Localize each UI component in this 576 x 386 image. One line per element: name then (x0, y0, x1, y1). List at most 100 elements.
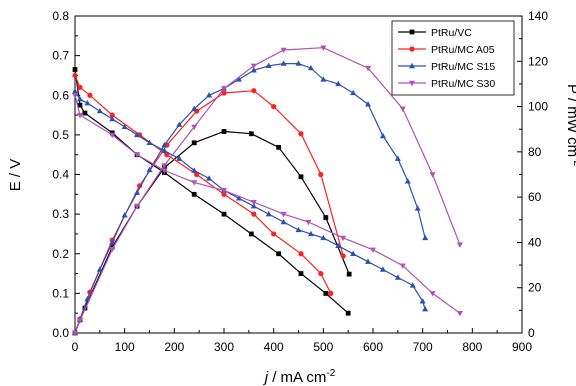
legend-label: PtRu/MC S15 (431, 61, 495, 73)
power-density-data-point (323, 215, 329, 220)
polarization-data-point (109, 112, 115, 118)
polarization-data-point (191, 191, 197, 197)
power-density-data-point (146, 166, 153, 173)
x-axis-ticks: 0 100 200 300 400 500 600 700 800 900 (72, 328, 532, 354)
polarization-data-point (206, 175, 213, 181)
power-density-data-point (191, 140, 197, 146)
power-density-curve-line (74, 62, 426, 334)
polarization-curve-line (74, 95, 461, 314)
polarization-data-point (419, 298, 426, 304)
legend-entry: PtRu/VC (398, 27, 472, 39)
polarization-data-point (429, 291, 436, 297)
power-density-data-point (394, 155, 401, 161)
legend-entry: PtRu/MC A05 (398, 44, 495, 56)
x-tick-label: 600 (363, 340, 383, 354)
power-density-data-point (250, 67, 257, 73)
right-y-axis-title-exponent: -2 (571, 157, 576, 166)
power-density-data-point (456, 242, 463, 248)
power-density-data-point (335, 80, 342, 87)
polarization-data-point (84, 99, 91, 106)
polarization-data-point (276, 251, 282, 257)
polarization-data-point (345, 310, 351, 316)
left-y-tick-label: 0.6 (52, 88, 69, 102)
legend-entry: PtRu/MC S30 (398, 78, 495, 90)
x-tick-label: 100 (115, 340, 135, 354)
left-y-axis-ticks: 0.0 0.1 0.2 0.3 0.4 0.5 0.6 0.7 0.8 (52, 9, 80, 340)
polarization-curve-line (74, 90, 426, 310)
polarization-data-point (422, 306, 429, 312)
polarization-data-point (307, 230, 314, 237)
power-density-data-point (176, 121, 183, 127)
right-y-tick-label: 80 (528, 145, 542, 159)
power-density-curve-line (74, 47, 461, 334)
polarization-data-point (76, 112, 83, 119)
left-y-tick-label: 0.5 (52, 128, 69, 142)
polarization-data-point (121, 123, 128, 130)
series-3 (72, 45, 463, 337)
polarization-data-point (134, 131, 141, 138)
polarization-data-point (305, 219, 312, 226)
polarization-data-point (77, 102, 83, 108)
power-density-data-point (271, 103, 277, 110)
legend: PtRu/VC PtRu/MC A05 PtRu/MC S15 PtRu/MC S30 (391, 20, 515, 96)
power-density-data-point (76, 318, 83, 324)
legend-marker-swatch (409, 46, 415, 52)
polarization-data-point (350, 250, 357, 256)
power-density-data-point (350, 89, 357, 96)
power-density-data-point (280, 60, 287, 66)
x-tick-label: 500 (313, 340, 333, 354)
right-y-axis-ticks: 0 20 40 60 80 100 120 140 (517, 9, 548, 340)
polarization-data-point (235, 195, 242, 201)
polarization-data-point (221, 188, 227, 194)
power-density-data-point (161, 163, 168, 169)
x-axis-title-unit: / mA cm (268, 369, 326, 386)
series-layer (72, 45, 463, 337)
polarization-data-point (456, 310, 463, 317)
power-density-data-point (320, 45, 327, 51)
power-density-data-point (414, 205, 421, 211)
power-density-data-point (365, 65, 372, 72)
right-y-tick-label: 140 (528, 9, 548, 23)
left-y-tick-label: 0.3 (52, 207, 69, 221)
polarization-data-point (251, 211, 257, 217)
legend-label: PtRu/MC A05 (431, 44, 495, 56)
power-density-data-point (109, 239, 116, 245)
polarization-data-point (76, 96, 83, 102)
polarization-data-point (280, 218, 287, 225)
power-density-data-point (251, 88, 257, 94)
polarization-data-point (248, 231, 254, 237)
x-tick-label: 800 (462, 340, 482, 354)
polarization-data-point (265, 210, 272, 217)
left-y-tick-label: 0.8 (52, 9, 69, 23)
x-tick-label: 700 (413, 340, 433, 354)
polarization-data-point (109, 132, 116, 139)
polarization-data-point (340, 235, 347, 242)
x-axis-title-symbol: j (263, 369, 269, 386)
power-density-data-point (265, 62, 272, 69)
polarization-data-point (323, 290, 329, 296)
x-axis-title: j / mA cm-2 (263, 368, 336, 386)
polarization-data-point (87, 92, 93, 98)
x-tick-label: 900 (512, 340, 532, 354)
power-density-data-point (276, 144, 282, 150)
power-density-data-point (248, 131, 254, 137)
power-density-data-point (96, 266, 103, 272)
legend-marker-swatch (409, 62, 415, 69)
polarization-data-point (191, 167, 198, 173)
left-y-tick-label: 0.1 (52, 286, 69, 300)
polarization-data-point (394, 274, 401, 280)
power-density-data-point (280, 47, 287, 54)
legend-marker-swatch (409, 80, 415, 87)
power-density-data-point (221, 86, 227, 92)
polarization-data-point (370, 247, 376, 253)
left-y-axis-title: E / V (7, 159, 24, 192)
right-y-tick-label: 40 (528, 235, 542, 249)
polarization-data-point (161, 147, 168, 153)
polarization-data-point (176, 155, 183, 161)
power-density-data-point (134, 189, 141, 195)
right-y-axis-title: P / mW cm-2 (564, 84, 576, 166)
power-density-data-point (250, 63, 257, 70)
legend-label: PtRu/MC S30 (431, 78, 495, 90)
right-y-tick-label: 0 (528, 326, 535, 340)
